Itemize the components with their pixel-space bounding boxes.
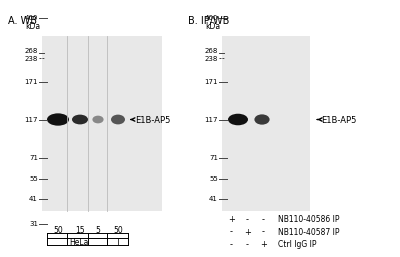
Bar: [42, 36, 162, 211]
Ellipse shape: [47, 113, 69, 126]
Text: kDa: kDa: [25, 22, 40, 31]
Text: A. WB: A. WB: [8, 16, 37, 26]
Text: 41: 41: [29, 196, 38, 202]
Ellipse shape: [72, 115, 88, 124]
Text: NB110-40586 IP: NB110-40586 IP: [278, 215, 340, 224]
Ellipse shape: [92, 116, 104, 123]
Ellipse shape: [228, 114, 248, 125]
Text: 268: 268: [205, 48, 218, 54]
Text: 50: 50: [53, 225, 63, 235]
Text: -: -: [246, 240, 249, 249]
Text: +: +: [244, 227, 251, 237]
Text: T: T: [116, 238, 120, 247]
Text: 31: 31: [29, 221, 38, 227]
Text: kDa: kDa: [205, 22, 220, 31]
Text: 460: 460: [205, 15, 218, 21]
Text: -: -: [262, 215, 265, 224]
Text: 460: 460: [25, 15, 38, 21]
Text: HeLa: HeLa: [69, 238, 88, 247]
Ellipse shape: [254, 114, 270, 125]
Text: B. IP/WB: B. IP/WB: [188, 16, 229, 26]
Text: NB110-40587 IP: NB110-40587 IP: [278, 227, 340, 237]
Text: 268: 268: [25, 48, 38, 54]
Text: 117: 117: [204, 116, 218, 123]
Text: E1B-AP5: E1B-AP5: [135, 115, 170, 125]
Text: Ctrl IgG IP: Ctrl IgG IP: [278, 240, 316, 249]
Text: 171: 171: [204, 79, 218, 85]
Text: 55: 55: [29, 176, 38, 182]
Text: E1B-AP5: E1B-AP5: [321, 115, 356, 125]
Text: -: -: [246, 215, 249, 224]
Text: -: -: [230, 227, 233, 237]
Text: +: +: [260, 240, 267, 249]
Text: 41: 41: [209, 196, 218, 202]
Text: 238: 238: [205, 56, 218, 62]
Text: 71: 71: [29, 155, 38, 161]
Text: 71: 71: [209, 155, 218, 161]
Text: -: -: [230, 240, 233, 249]
Text: 238: 238: [25, 56, 38, 62]
Text: 55: 55: [209, 176, 218, 182]
Text: 117: 117: [24, 116, 38, 123]
Text: -: -: [262, 227, 265, 237]
Text: 171: 171: [24, 79, 38, 85]
Ellipse shape: [111, 115, 125, 124]
Text: 50: 50: [113, 225, 123, 235]
Text: +: +: [228, 215, 235, 224]
Text: 5: 5: [96, 225, 100, 235]
Bar: [222, 36, 310, 211]
Text: 15: 15: [75, 225, 85, 235]
